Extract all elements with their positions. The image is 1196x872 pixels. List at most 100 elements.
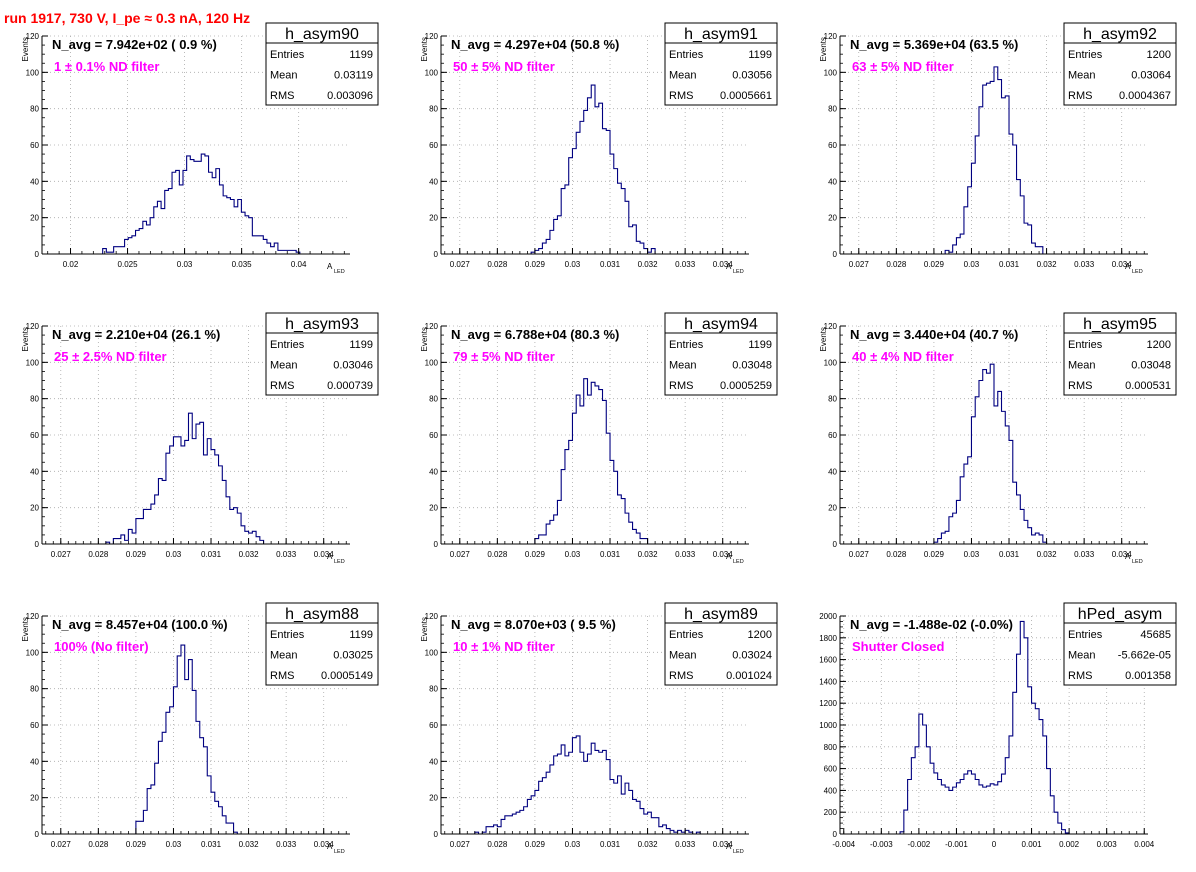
- navg-label: N_avg = 3.440e+04 (40.7 %): [850, 327, 1018, 342]
- x-tick-label: 0.033: [1074, 260, 1095, 269]
- stats-box: [265, 602, 379, 686]
- y-axis-title: Events: [21, 327, 30, 351]
- stats-label: Entries: [669, 339, 704, 351]
- stats-label: Entries: [270, 49, 305, 61]
- x-axis-title: A: [327, 552, 333, 561]
- y-tick-label: 600: [824, 765, 838, 774]
- y-tick-label: 120: [425, 32, 439, 41]
- x-tick-label: 0.03: [964, 550, 980, 559]
- stats-label: Entries: [270, 339, 305, 351]
- x-tick-label: 0.033: [276, 550, 297, 559]
- y-axis-title: Events: [21, 37, 30, 61]
- stats-label: Entries: [669, 49, 704, 61]
- y-axis-title: Events: [420, 37, 429, 61]
- y-tick-label: 120: [26, 32, 40, 41]
- x-tick-label: 0.003: [1097, 840, 1118, 849]
- filter-annotation: 40 ± 4% ND filter: [852, 349, 954, 364]
- stats-label: RMS: [1068, 670, 1092, 682]
- x-axis-title: A: [726, 262, 732, 271]
- histogram-line: [99, 153, 304, 255]
- stats-label: Mean: [669, 650, 697, 662]
- stats-label: Mean: [270, 360, 298, 372]
- histogram-panel-h_asym95: 0.027 0.028 0.029 0.03 0.031 0.032 0.033 0.034 0…: [819, 312, 1177, 565]
- x-tick-label: 0.04: [291, 260, 307, 269]
- y-tick-label: 120: [26, 612, 40, 621]
- x-axis-title-subscript: LED: [733, 269, 744, 275]
- y-tick-label: 100: [425, 648, 439, 657]
- histogram-name: h_asym93: [285, 316, 359, 333]
- stats-value: 1199: [748, 49, 772, 61]
- x-tick-label: 0.032: [638, 840, 659, 849]
- stats-label: RMS: [270, 670, 294, 682]
- y-tick-label: 40: [828, 177, 837, 186]
- stats-label: RMS: [270, 90, 294, 102]
- stats-value: 0.03048: [732, 360, 772, 372]
- navg-label: N_avg = 5.369e+04 (63.5 %): [850, 37, 1018, 52]
- stats-value: 0.03025: [333, 650, 373, 662]
- x-tick-label: 0.03: [565, 840, 581, 849]
- y-axis-title: Events: [21, 617, 30, 641]
- stats-value: 0.000531: [1125, 380, 1171, 392]
- x-tick-label: 0.028: [88, 840, 109, 849]
- x-tick-label: 0.032: [239, 550, 260, 559]
- stats-value: 0.0005149: [321, 670, 373, 682]
- y-tick-label: 40: [429, 177, 438, 186]
- histogram-line: [530, 84, 656, 254]
- histogram-name: hPed_asym: [1078, 606, 1163, 623]
- stats-label: Mean: [1068, 360, 1096, 372]
- y-tick-label: 80: [429, 685, 438, 694]
- y-tick-label: 100: [26, 358, 40, 367]
- x-tick-label: 0.028: [487, 260, 508, 269]
- stats-box: [1063, 312, 1177, 396]
- x-tick-label: 0.028: [88, 550, 109, 559]
- stats-value: 0.000739: [327, 380, 373, 392]
- filter-annotation: 25 ± 2.5% ND filter: [54, 349, 167, 364]
- y-tick-label: 0: [833, 830, 838, 839]
- y-tick-label: 80: [828, 395, 837, 404]
- stats-value: 1199: [748, 339, 772, 351]
- stats-value: 1199: [349, 49, 373, 61]
- histogram-line: [534, 378, 649, 544]
- y-tick-label: 0: [35, 540, 40, 549]
- x-axis-title-subscript: LED: [1132, 559, 1143, 565]
- y-tick-label: 40: [30, 467, 39, 476]
- x-tick-label: -0.003: [870, 840, 893, 849]
- stats-value: 0.001024: [726, 670, 772, 682]
- x-axis-title-subscript: LED: [733, 849, 744, 855]
- x-tick-label: -0.004: [832, 840, 855, 849]
- y-axis-title: Events: [819, 327, 828, 351]
- histogram-line: [933, 363, 1055, 545]
- filter-annotation: 1 ± 0.1% ND filter: [54, 59, 159, 74]
- x-tick-label: 0.032: [638, 550, 659, 559]
- stats-box: [1063, 602, 1177, 686]
- x-axis-title: A: [726, 552, 732, 561]
- histogram-line: [105, 412, 265, 545]
- y-tick-label: 0: [434, 830, 439, 839]
- x-tick-label: 0.031: [999, 550, 1020, 559]
- navg-label: N_avg = 6.788e+04 (80.3 %): [451, 327, 619, 342]
- x-tick-label: 0: [992, 840, 997, 849]
- y-tick-label: 60: [828, 141, 837, 150]
- x-tick-label: 0.001: [1022, 840, 1043, 849]
- x-tick-label: 0.034: [1112, 260, 1133, 269]
- x-tick-label: 0.027: [450, 840, 471, 849]
- filter-annotation: 79 ± 5% ND filter: [453, 349, 555, 364]
- x-tick-label: 0.027: [450, 260, 471, 269]
- stats-label: Mean: [669, 360, 697, 372]
- histogram-panel-h_asym92: 0.027 0.028 0.029 0.03 0.031 0.032 0.033 0.034 0…: [819, 22, 1177, 275]
- stats-value: 0.0005259: [720, 380, 772, 392]
- y-tick-label: 20: [30, 214, 39, 223]
- x-tick-label: 0.034: [1112, 550, 1133, 559]
- histogram-name: h_asym90: [285, 26, 359, 43]
- x-axis-title-subscript: LED: [733, 559, 744, 565]
- stats-label: Entries: [1068, 339, 1103, 351]
- y-tick-label: 20: [828, 504, 837, 513]
- y-tick-label: 800: [824, 743, 838, 752]
- x-tick-label: 0.032: [239, 840, 260, 849]
- x-tick-label: 0.034: [713, 550, 734, 559]
- x-tick-label: 0.02: [63, 260, 79, 269]
- x-tick-label: 0.027: [849, 260, 870, 269]
- x-tick-label: 0.032: [1037, 550, 1058, 559]
- histogram-panel-h_asym90: 0.02 0.025 0.03 0.035 0.04 0 20 40 60 80 100 120Eve…: [21, 22, 379, 275]
